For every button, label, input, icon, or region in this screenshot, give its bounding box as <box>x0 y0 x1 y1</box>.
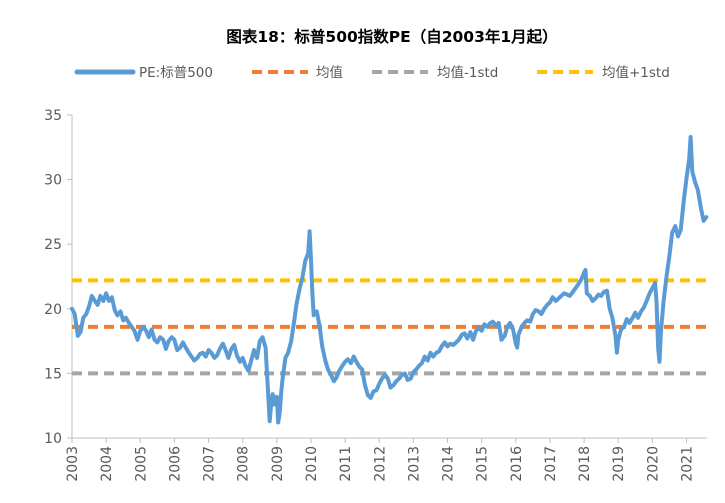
legend-label-mean-plus-std: 均值+1std <box>602 65 670 81</box>
y-tick-label: 30 <box>44 173 62 189</box>
legend-item-mean-minus-std: 均值-1std <box>372 65 498 81</box>
y-tick-label: 10 <box>44 431 62 447</box>
legend-label-mean: 均值 <box>316 65 343 81</box>
x-tick-label: 2021 <box>680 446 696 482</box>
x-tick-label: 2004 <box>99 446 115 482</box>
reference-lines <box>72 278 707 376</box>
x-tick-label: 2013 <box>406 446 422 482</box>
x-tick-label: 2020 <box>645 446 661 482</box>
x-tick-label: 2005 <box>133 446 149 482</box>
x-tick-label: 2003 <box>65 446 81 482</box>
y-tick-label: 35 <box>44 108 62 124</box>
x-tick-label: 2006 <box>167 446 183 482</box>
x-tick-label: 2008 <box>236 446 252 482</box>
x-tick-label: 2011 <box>338 446 354 482</box>
legend-label-pe: PE:标普500 <box>139 65 213 81</box>
y-tick-label: 25 <box>44 237 62 253</box>
chart-title: 图表18：标普500指数PE（自2003年1月起） <box>226 27 557 46</box>
x-tick-label: 2010 <box>304 446 320 482</box>
x-tick-label: 2017 <box>543 446 559 482</box>
x-tick-label: 2018 <box>577 446 593 482</box>
x-tick-label: 2009 <box>270 446 286 482</box>
x-tick-label: 2012 <box>372 446 388 482</box>
x-tick-label: 2014 <box>441 446 457 482</box>
chart-axes: 10 15 20 25 30 35 2003 2004 2005 2006 2007 2008 2009… <box>44 108 707 482</box>
y-tick-label: 20 <box>44 302 62 318</box>
x-tick-label: 2016 <box>509 446 525 482</box>
chart-series <box>70 135 709 425</box>
x-tick-label: 2015 <box>475 446 491 482</box>
legend-item-pe: PE:标普500 <box>74 65 213 81</box>
pe-series-line <box>70 135 709 425</box>
chart-legend: PE:标普500 均值 均值-1std 均值+1std <box>74 65 670 81</box>
legend-label-mean-minus-std: 均值-1std <box>437 65 498 81</box>
x-tick-label: 2019 <box>611 446 627 482</box>
x-tick-label: 2007 <box>202 446 218 482</box>
legend-item-mean-plus-std: 均值+1std <box>537 65 670 81</box>
y-tick-label: 15 <box>44 366 62 382</box>
legend-item-mean: 均值 <box>252 65 343 81</box>
